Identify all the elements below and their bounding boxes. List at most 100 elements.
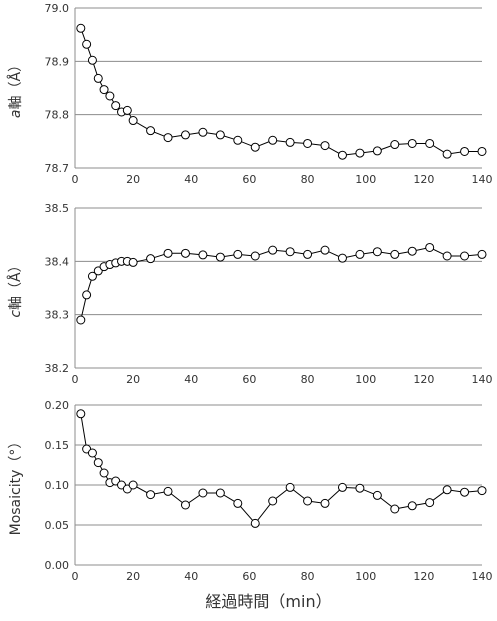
data-point [250,518,260,528]
data-point [180,248,190,258]
x-tick-label: 120 [413,173,434,186]
data-point [87,55,97,65]
data-point [407,138,417,148]
y-tick-label: 0.15 [45,439,70,452]
y-tick-label: 78.8 [45,109,70,122]
data-point [76,315,86,325]
data-point [146,126,156,136]
data-point [285,247,295,257]
data-point [303,249,313,259]
y-tick-label: 38.3 [45,309,70,322]
y-axis-label-text: 軸（Å） [7,258,24,310]
data-point [460,487,470,497]
x-tick-label: 20 [126,373,140,386]
data-point [233,249,243,259]
data-point [163,133,173,143]
x-axis-label: 経過時間（min） [205,592,331,611]
x-tick-label: 40 [184,173,198,186]
data-point [425,242,435,252]
x-tick-label: 80 [301,373,315,386]
data-point [425,498,435,508]
data-point [250,251,260,261]
data-point [337,482,347,492]
y-tick-label: 38.2 [45,362,70,375]
data-point [477,146,487,156]
y-tick-label: 38.4 [45,255,70,268]
data-point [355,249,365,259]
data-point [372,490,382,500]
data-point [128,257,138,267]
data-point [268,135,278,145]
x-tick-label: 60 [242,570,256,583]
data-point [198,250,208,260]
data-point [82,290,92,300]
data-point [442,485,452,495]
data-point [250,142,260,152]
y-axis-label-text: 軸（Å） [7,58,24,110]
x-tick-label: 100 [355,373,376,386]
data-point [268,496,278,506]
x-tick-label: 40 [184,373,198,386]
data-point [372,146,382,156]
data-point [303,138,313,148]
series-line [80,28,482,156]
data-point [99,85,109,95]
data-point [198,488,208,498]
data-point [198,127,208,137]
data-point [215,252,225,262]
data-point [320,498,330,508]
y-axis-label-symbol: a [8,109,24,118]
y-tick-label: 0.10 [45,479,70,492]
y-tick-label: 78.7 [45,162,70,175]
data-point [460,146,470,156]
x-tick-label: 120 [413,570,434,583]
y-axis-label-symbol: c [8,310,24,318]
y-axis-label: a軸（Å） [7,58,24,118]
y-tick-label: 0.00 [45,559,70,572]
data-point [320,141,330,151]
y-tick-label: 0.05 [45,519,70,532]
x-tick-label: 0 [72,570,79,583]
y-axis-label: c軸（Å） [7,258,24,317]
x-tick-label: 140 [472,373,493,386]
y-tick-label: 79.0 [45,2,70,15]
data-point [146,490,156,500]
x-tick-label: 100 [355,173,376,186]
x-tick-label: 0 [72,373,79,386]
data-point [355,148,365,158]
x-tick-label: 0 [72,173,79,186]
data-point [285,137,295,147]
x-tick-label: 100 [355,570,376,583]
data-point [163,486,173,496]
data-point [442,149,452,159]
data-point [180,130,190,140]
data-point [337,253,347,263]
data-point [425,138,435,148]
data-point [285,482,295,492]
data-point [128,116,138,126]
data-point [320,245,330,255]
data-point [407,246,417,256]
data-point [303,496,313,506]
x-tick-label: 60 [242,373,256,386]
data-point [442,251,452,261]
x-tick-label: 60 [242,173,256,186]
series-line [80,413,483,525]
data-point [355,483,365,493]
data-point [122,105,132,115]
data-point [233,135,243,145]
data-point [233,498,243,508]
series-line [80,246,483,321]
data-point [105,91,115,101]
data-point [477,486,487,496]
x-tick-label: 40 [184,570,198,583]
data-point [76,23,86,33]
x-tick-label: 20 [126,173,140,186]
x-tick-label: 80 [301,570,315,583]
data-point [268,245,278,255]
data-point [128,480,138,490]
data-point [93,458,103,468]
y-tick-label: 38.5 [45,202,70,215]
data-point [93,73,103,83]
